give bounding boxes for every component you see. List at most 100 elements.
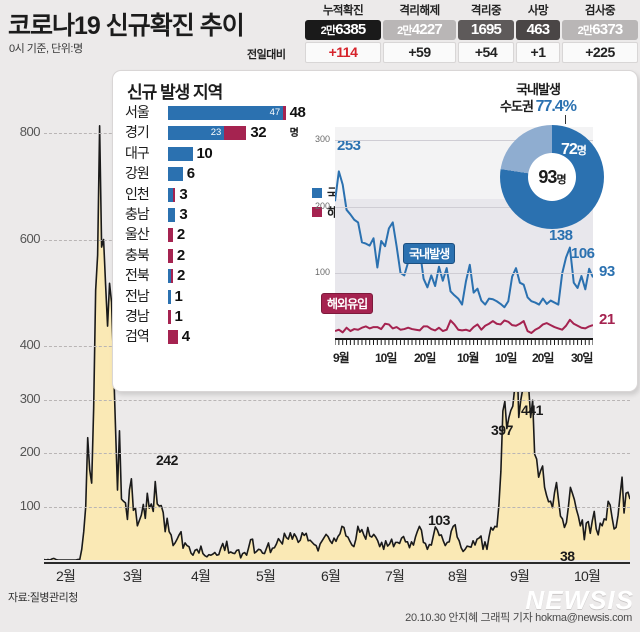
inset-chart-x-axis [335,338,593,340]
donut-percent: 77.4% [535,98,577,115]
region-total: 2 [177,266,185,285]
region-total: 32 [250,123,266,142]
inset-value-label: 106 [571,245,595,262]
region-row: 강원 6 [125,164,305,184]
region-total-number: 1 [174,287,183,305]
inset-series-label-domestic: 국내발생 [403,243,456,264]
inset-x-axis-tick-label: 10일 [495,351,517,365]
inset-chart-tick-marks [335,339,593,345]
donut-caption-line2: 수도권 77.4% [443,96,633,116]
region-row: 서울 47 48 명 [125,103,306,139]
region-total: 3 [179,205,187,224]
page-title: 코로나19 신규확진 추이 [8,12,245,40]
region-name: 인천 [125,185,150,202]
region-total: 10 [197,144,213,163]
bar-domestic [168,207,176,222]
region-name: 충남 [125,205,150,222]
bar-domestic [168,289,171,304]
bar-overseas [224,126,247,141]
data-annotation: 103 [428,512,450,528]
bar-overseas [168,248,173,263]
stat-delta: +1 [516,42,560,63]
stat-value-prefix: 2만 [320,25,336,37]
region-name: 경기 [125,124,150,141]
data-annotation: 397 [491,422,513,438]
region-row: 충북 2 [125,246,305,266]
main-chart: 24210339744138155114 2월3월4월5월6월7월8월9월10월… [0,70,640,585]
region-total-number: 2 [176,246,185,264]
bar-overseas [172,187,176,202]
region-total-number: 3 [179,205,188,223]
header: 코로나19 신규확진 추이 0시 기준, 단위:명 전일대비 누적확진 2만638… [0,0,640,68]
bar-domestic [168,269,171,284]
inset-x-axis-tick-label: 20일 [414,351,436,365]
bar-domestic [168,106,284,120]
region-total: 4 [182,327,190,346]
y-axis-tick-label: 100 [19,497,41,513]
stat-value-prefix: 2만 [397,25,412,37]
inset-x-axis-tick-label: 20일 [532,351,554,365]
x-axis-tick-label: 3월 [123,568,143,584]
metro-share-donut: 국내발생 수도권 77.4% 72명 93명 [443,79,633,231]
x-axis-tick-label: 4월 [191,568,211,584]
y-axis-tick-label: 600 [19,230,41,246]
x-axis-tick-label: 9월 [510,568,530,584]
stat-label: 사망 [527,5,549,17]
stat-label: 격리중 [470,5,502,17]
region-name: 전북 [125,267,150,284]
region-total: 1 [175,307,183,326]
inset-value-label: 93 [599,263,615,280]
inset-y-axis-tick-label: 100 [314,266,330,277]
delta-row-label: 전일대비 [247,49,286,61]
stat-label: 격리해제 [399,5,440,17]
region-total-number: 6 [186,165,195,183]
inset-x-axis-tick-label: 9월 [333,351,350,365]
donut-caption-region: 수도권 [500,99,534,114]
gridline [44,506,630,508]
region-total-unit: 명 [289,128,299,139]
inset-x-axis-tick-label: 10월 [457,351,479,365]
stat-value: 2만4227 [383,20,456,40]
region-row: 인천 3 [125,185,305,205]
stat-value: 463 [516,20,560,40]
gridline [44,453,630,455]
stat-isolating: 격리중 1695 +54 [458,4,514,63]
bar-domestic [168,167,183,182]
inset-y-axis-tick-label: 200 [314,200,330,211]
region-total-number: 2 [177,267,185,285]
region-row: 대구 10 [125,144,305,164]
region-total-number: 1 [174,307,183,325]
region-row: 경남 1 [125,307,305,327]
stat-value-prefix: 2만 [577,25,593,37]
donut-center-number: 93 [538,167,557,187]
x-axis-tick-label: 7월 [385,568,405,584]
region-total: 2 [177,246,185,265]
legend-swatch-icon [312,206,322,217]
region-name: 충북 [125,246,150,263]
stat-delta: +114 [305,42,381,63]
donut-slice-number: 72 [561,141,578,158]
inset-x-axis-tick-label: 30일 [571,351,593,365]
stat-testing: 검사중 2만6373 +225 [562,4,638,63]
y-axis-tick-label: 200 [19,444,41,460]
source-note: 자료:질병관리청 [8,592,78,604]
stat-value: 2만6373 [562,20,638,40]
stat-label: 누적확진 [322,5,364,17]
inset-gridline [335,206,593,208]
donut-center-total: 93명 [528,153,576,201]
x-axis-tick-label: 8월 [448,568,468,584]
inset-chart-plot [335,170,593,335]
inset-gridline [335,140,593,142]
bar-overseas [168,228,173,243]
region-list: 서울 47 48명 경기 23 32 대구 10 강원 6 인천 3 충남 3 울산 2 충북 2 전북 2 전남 1 경남… [125,103,306,348]
bar-overseas [283,106,286,120]
region-total-number: 10 [196,144,213,162]
region-total: 3 [179,185,187,204]
stat-value: 2만6385 [305,20,381,40]
inset-series-label-overseas: 해외유입 [321,293,374,314]
credit-line: 20.10.30 안지혜 그래픽 기자 hokma@newsis.com [405,612,632,624]
region-name: 경남 [125,307,150,324]
stat-deaths: 사망 463 +1 [516,4,560,63]
region-total-number: 4 [181,328,190,346]
